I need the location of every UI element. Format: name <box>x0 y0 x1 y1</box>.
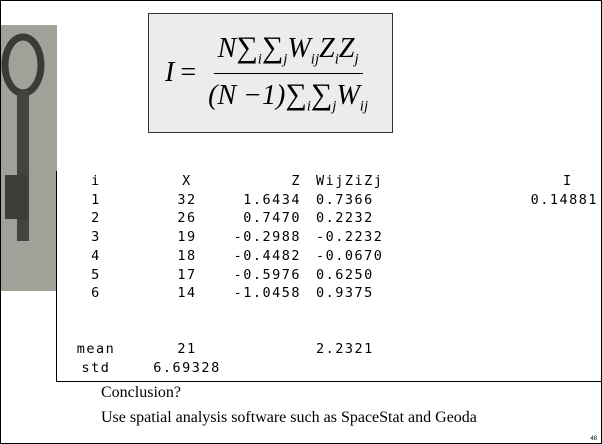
formula-lhs: I <box>165 57 174 89</box>
conclusion-line: Conclusion? <box>101 384 181 402</box>
symbol: Z <box>339 33 355 64</box>
denominator: (N −1)∑i∑jWij <box>204 74 372 116</box>
table-cell: -0.2232 <box>316 229 383 245</box>
symbol: W <box>287 33 310 64</box>
table-cell: 1 <box>91 192 101 208</box>
table-frame <box>56 171 57 382</box>
summary-cell: mean <box>77 341 116 357</box>
table-cell: 5 <box>91 267 101 283</box>
table-cell: 6 <box>91 285 101 301</box>
table-cell: 1.6434 <box>243 192 301 208</box>
key-image <box>1 25 61 295</box>
summary-cell: std <box>82 360 111 376</box>
symbol: W <box>336 80 359 111</box>
subscript: ij <box>311 52 319 68</box>
symbol: ∑ <box>262 31 283 64</box>
table-cell: -0.2988 <box>234 229 301 245</box>
table-cell: 0.9375 <box>316 285 374 301</box>
table-cell: 2 <box>91 210 101 226</box>
table-cell: 0.14881 <box>531 192 598 208</box>
table-cell: 32 <box>177 192 196 208</box>
table-cell: 0.7366 <box>316 192 374 208</box>
header-cell: I <box>563 173 573 189</box>
table-cell: 14 <box>177 285 196 301</box>
table-cell: -0.0670 <box>316 248 383 264</box>
summary-cell: 2.2321 <box>316 341 374 357</box>
table-cell: 19 <box>177 229 196 245</box>
subscript: j <box>354 52 358 68</box>
table-cell: 17 <box>177 267 196 283</box>
page-number: 48 <box>590 436 597 442</box>
symbol: Z <box>319 33 335 64</box>
table-cell: 4 <box>91 248 101 264</box>
header-cell: WijZiZj <box>316 173 383 189</box>
slide: I = N∑i∑jWijZiZj (N −1)∑i∑jWij iXZWijZiZ… <box>0 0 602 444</box>
table-cell: 0.6250 <box>316 267 374 283</box>
symbol: ∑ <box>236 31 257 64</box>
table-frame <box>56 381 601 382</box>
symbol: ∑ <box>311 78 332 111</box>
table-cell: 0.7470 <box>243 210 301 226</box>
table-cell: 0.2232 <box>316 210 374 226</box>
symbol: ∑ <box>285 78 306 111</box>
formula: I = N∑i∑jWijZiZj (N −1)∑i∑jWij <box>148 13 393 133</box>
table-cell: -0.5976 <box>234 267 301 283</box>
summary-cell: 21 <box>177 341 196 357</box>
subscript: ij <box>360 98 368 114</box>
formula-equals: = <box>180 57 196 89</box>
header-cell: i <box>91 173 101 189</box>
symbol: (N −1) <box>208 80 285 111</box>
numerator: N∑i∑jWijZiZj <box>214 31 363 74</box>
header-cell: Z <box>291 173 301 189</box>
table-cell: -0.4482 <box>234 248 301 264</box>
table-cell: 3 <box>91 229 101 245</box>
header-cell: X <box>182 173 192 189</box>
conclusion-line: Use spatial analysis software such as Sp… <box>101 409 477 427</box>
table-cell: -1.0458 <box>234 285 301 301</box>
summary-cell: 6.69328 <box>153 360 220 376</box>
table-cell: 18 <box>177 248 196 264</box>
symbol: N <box>218 33 237 64</box>
table-cell: 26 <box>177 210 196 226</box>
fraction: N∑i∑jWijZiZj (N −1)∑i∑jWij <box>204 31 372 115</box>
